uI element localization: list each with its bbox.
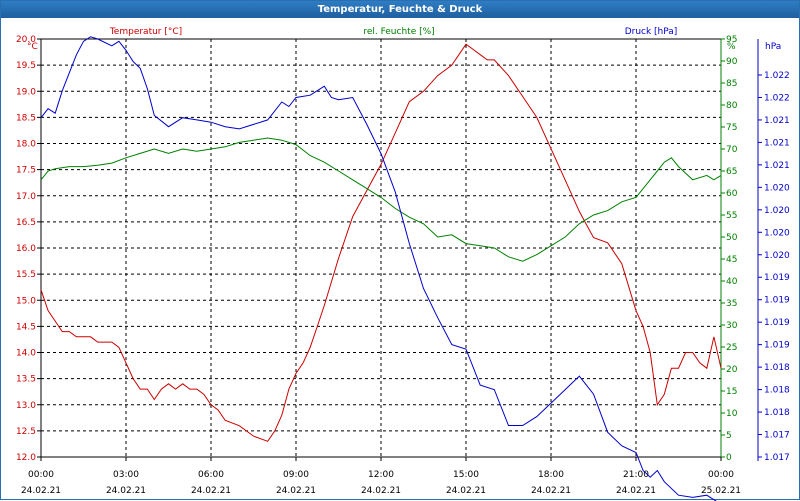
pressure-tick-label: 1.021 — [764, 138, 790, 148]
x-tick-time: 00:00 — [708, 470, 734, 480]
temperature-unit: °C — [27, 42, 38, 52]
pressure-axis-title: Druck [hPa] — [625, 27, 678, 37]
x-tick-date: 24.02.21 — [361, 486, 401, 496]
temperature-axis-title: Temperatur [°C] — [109, 27, 182, 37]
pressure-tick-label: 1.018 — [764, 386, 790, 396]
pressure-tick-label: 1.019 — [764, 318, 790, 328]
humidity-tick-label: 50 — [726, 233, 738, 243]
humidity-tick-label: 60 — [726, 189, 738, 199]
x-tick-date: 24.02.21 — [191, 486, 231, 496]
temperature-tick-label: 17.5 — [16, 166, 36, 176]
temperature-tick-label: 14.5 — [16, 322, 36, 332]
humidity-tick-label: 45 — [726, 255, 737, 265]
temperature-tick-label: 13.5 — [16, 375, 36, 385]
x-tick-time: 06:00 — [198, 470, 224, 480]
temperature-tick-label: 20.0 — [16, 35, 36, 45]
temperature-tick-label: 12.5 — [16, 427, 36, 437]
temperature-tick-label: 13.0 — [16, 401, 36, 411]
pressure-tick-label: 1.020 — [764, 228, 790, 238]
pressure-tick-label: 1.019 — [764, 341, 790, 351]
x-tick-time: 15:00 — [453, 470, 479, 480]
humidity-tick-label: 55 — [726, 211, 737, 221]
x-tick-time: 03:00 — [113, 470, 139, 480]
temperature-tick-label: 16.0 — [16, 244, 36, 254]
pressure-tick-label: 1.020 — [764, 183, 790, 193]
humidity-tick-label: 65 — [726, 167, 737, 177]
x-tick-date: 24.02.21 — [106, 486, 146, 496]
x-tick-time: 12:00 — [368, 470, 394, 480]
humidity-tick-label: 95 — [726, 35, 737, 45]
x-tick-time: 21:00 — [623, 470, 649, 480]
temperature-tick-label: 12.0 — [16, 453, 36, 463]
temperature-tick-label: 18.0 — [16, 140, 36, 150]
humidity-tick-label: 85 — [726, 79, 737, 89]
x-tick-time: 18:00 — [538, 470, 564, 480]
humidity-unit: % — [727, 42, 736, 52]
temperature-tick-label: 15.0 — [16, 296, 36, 306]
x-tick-time: 00:00 — [28, 470, 54, 480]
pressure-tick-label: 1.020 — [764, 206, 790, 216]
temperature-tick-label: 17.0 — [16, 192, 36, 202]
humidity-tick-label: 70 — [726, 145, 738, 155]
humidity-tick-label: 40 — [726, 277, 738, 287]
humidity-tick-label: 15 — [726, 387, 737, 397]
x-tick-date: 25.02.21 — [701, 486, 741, 496]
pressure-tick-label: 1.021 — [764, 116, 790, 126]
temperature-tick-label: 15.5 — [16, 270, 36, 280]
pressure-tick-label: 1.022 — [764, 71, 790, 81]
x-tick-date: 24.02.21 — [616, 486, 656, 496]
humidity-tick-label: 30 — [726, 321, 738, 331]
pressure-tick-label: 1.022 — [764, 93, 790, 103]
pressure-tick-label: 1.017 — [764, 431, 790, 441]
temperature-tick-label: 14.0 — [16, 349, 36, 359]
pressure-series-line — [40, 36, 717, 501]
temperature-tick-label: 19.5 — [16, 61, 36, 71]
pressure-tick-label: 1.017 — [764, 453, 790, 463]
humidity-tick-label: 25 — [726, 343, 737, 353]
temperature-tick-label: 16.5 — [16, 218, 36, 228]
humidity-tick-label: 35 — [726, 299, 737, 309]
humidity-tick-label: 75 — [726, 123, 737, 133]
humidity-axis-title: rel. Feuchte [%] — [363, 27, 434, 37]
x-tick-time: 09:00 — [283, 470, 309, 480]
x-tick-date: 24.02.21 — [531, 486, 571, 496]
chart-title: Temperatur, Feuchte & Druck — [1, 1, 799, 18]
x-tick-date: 24.02.21 — [276, 486, 316, 496]
pressure-tick-label: 1.018 — [764, 363, 790, 373]
humidity-tick-label: 80 — [726, 101, 738, 111]
temperature-tick-label: 19.0 — [16, 87, 36, 97]
temperature-series-line — [40, 43, 722, 442]
humidity-tick-label: 10 — [726, 409, 738, 419]
pressure-unit: hPa — [765, 42, 781, 52]
humidity-series-line — [40, 137, 722, 262]
pressure-tick-label: 1.021 — [764, 161, 790, 171]
temperature-tick-label: 18.5 — [16, 113, 36, 123]
pressure-tick-label: 1.019 — [764, 296, 790, 306]
humidity-tick-label: 20 — [726, 365, 738, 375]
pressure-tick-label: 1.019 — [764, 273, 790, 283]
x-tick-date: 24.02.21 — [21, 486, 61, 496]
pressure-tick-label: 1.020 — [764, 251, 790, 261]
humidity-tick-label: 90 — [726, 57, 738, 67]
humidity-tick-label: 0 — [726, 453, 732, 463]
pressure-tick-label: 1.018 — [764, 408, 790, 418]
x-tick-date: 24.02.21 — [446, 486, 486, 496]
humidity-tick-label: 5 — [726, 431, 732, 441]
